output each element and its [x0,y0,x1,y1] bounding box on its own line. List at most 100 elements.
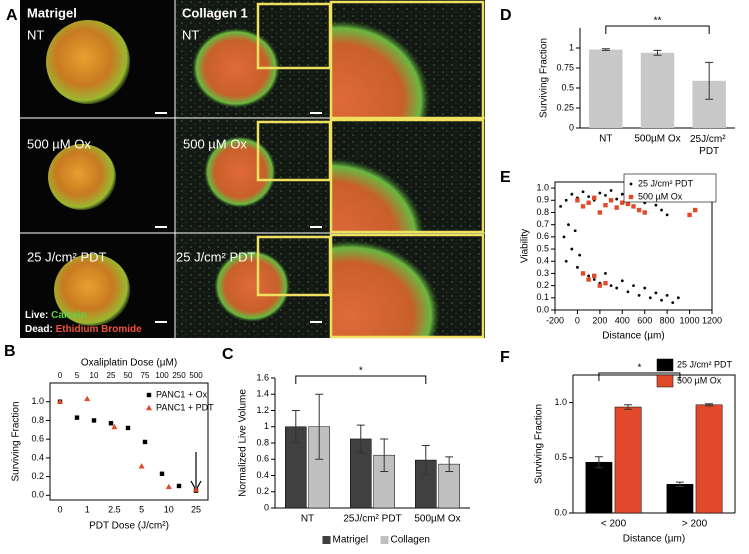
x-tick-label: 10 [164,504,174,514]
row-label: 25 J/cm² PDT [176,249,256,264]
bar [695,404,723,514]
error-bar [705,403,714,407]
panel-label: E [500,169,511,186]
marker [176,483,182,489]
x-tick-label: 25 [191,504,201,514]
error-bar [291,410,300,444]
y-tick-label: 0.2 [536,280,549,290]
marker [592,278,596,281]
marker [138,463,145,469]
marker [626,290,630,294]
marker [573,229,577,233]
y-tick-label: 0.8 [256,437,269,447]
marker [559,204,563,208]
marker [642,210,647,215]
error-bar [624,404,633,410]
stain-legend: Live: Calcein [25,310,87,321]
y-tick-label: 0.2 [256,486,269,496]
marker [578,253,582,257]
significance-bracket [295,375,427,384]
marker [567,223,570,227]
marker [615,197,619,201]
axis-line [274,378,470,509]
axis-line [573,374,736,513]
x-tick-label: 0 [57,504,62,514]
x-axis-label: Distance (µm) [623,534,685,545]
marker [604,272,607,275]
marker [603,280,608,286]
error-bar [705,61,714,100]
legend-marker [146,392,152,398]
marker [609,189,613,192]
panel-label: C [222,346,234,363]
row-label: 500 µM Ox [183,136,247,151]
zoomed-spheroid [330,240,440,338]
legend-marker [628,194,634,200]
legend-marker [629,182,633,186]
bar [614,406,642,514]
legend-swatch [380,536,389,544]
axis-line [579,28,735,129]
x2-tick-label: 75 [141,371,150,380]
marker [108,421,114,426]
x-axis-label: PDT Dose (J/cm²) [89,521,169,532]
marker [587,195,591,199]
legend-label: PANC1 + PDT [156,402,214,412]
marker [125,425,131,431]
bar [585,461,613,514]
legend-label: 500 µM Ox [638,191,683,201]
y-axis-label: Viability [520,229,531,263]
x-tick-label: 25J/cm² PDT [343,514,401,525]
y-tick-label: 0 [264,502,269,512]
x2-tick-label: 5 [75,371,80,380]
y-tick-label: 0.0 [536,304,549,314]
significance-bracket [598,372,681,381]
error-bar [421,444,430,476]
y-tick-label: 0.4 [536,256,549,266]
x-tick-label: 500µM Ox [414,514,460,525]
row-label: 25 J/cm² PDT [27,249,107,264]
panel-a: A Matrigel NT 500 µM Ox 25 J/cm² PDT Col… [6,0,485,339]
column-title: Matrigel [27,5,77,20]
y-tick-label: 0.8 [31,415,44,425]
x-tick-label: 800 [660,315,675,325]
marker [159,471,165,476]
scale-bars [155,112,322,323]
marker [570,192,574,196]
x-tick-label: 400 [615,315,630,325]
error-bar [315,393,324,460]
x-tick-label: 25J/cm² PDT [690,134,728,157]
y-tick-label: 1 [569,42,574,52]
marker [654,291,658,295]
y-tick-label: 1.0 [31,396,44,406]
y-tick-label: 0.5 [554,452,567,462]
x2-tick-label: 100 [155,371,169,380]
y-tick-label: 0.5 [561,82,574,92]
marker [580,204,586,209]
marker [84,395,91,402]
marker [91,418,97,423]
marker [74,415,80,420]
y-tick-label: 0.75 [556,62,574,72]
zoom-boxes [256,0,485,339]
y-tick-label: 0 [569,122,574,132]
significance-label: * [637,363,641,374]
panel-label: A [6,7,18,24]
y-tick-label: 1.4 [256,389,269,399]
x-tick-label: > 200 [682,519,708,530]
significance-label: ** [654,16,662,27]
marker [665,213,669,217]
marker [142,439,148,445]
marker [597,283,603,288]
x-tick-label: NT [599,134,612,145]
marker [576,265,579,269]
error-bar [380,438,389,472]
stain-label: Dead: [25,324,53,335]
marker [575,198,580,203]
legend-swatch [322,536,331,544]
marker [615,286,619,290]
y-tick-label: 0.7 [536,219,549,229]
y-axis-label: Surviving Fraction [11,401,22,481]
row-label: 500 µM Ox [27,136,91,151]
x2-tick-label: 500 [189,371,203,380]
